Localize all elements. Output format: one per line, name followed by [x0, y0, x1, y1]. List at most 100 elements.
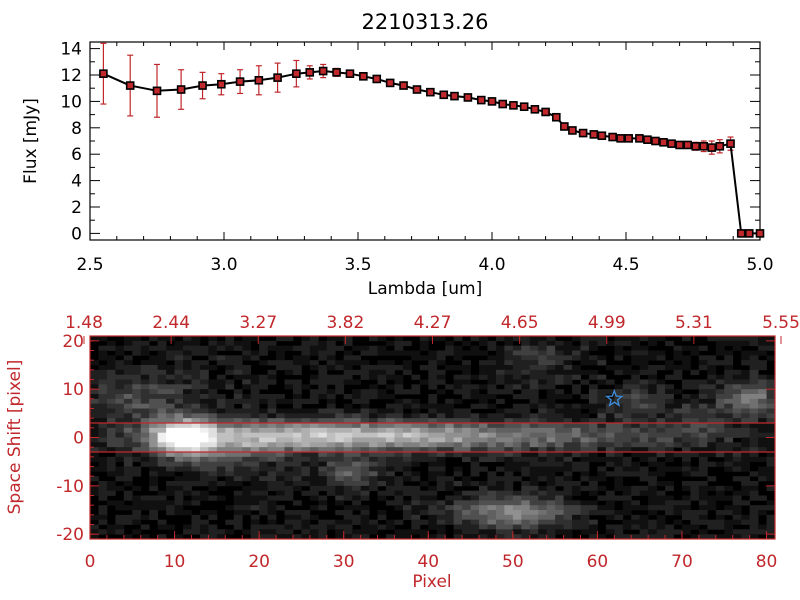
image-pixel: [572, 461, 581, 467]
image-pixel: [732, 500, 742, 506]
image-pixel: [233, 456, 243, 463]
image-pixel: [529, 350, 539, 356]
image-pixel: [656, 437, 666, 443]
image-pixel: [183, 374, 192, 380]
image-pixel: [580, 360, 590, 366]
image-pixel: [758, 374, 767, 380]
image-pixel: [648, 505, 658, 511]
image-pixel: [90, 384, 99, 390]
image-pixel: [766, 355, 776, 361]
image-pixel: [639, 389, 649, 395]
image-pixel: [318, 408, 328, 414]
image-pixel: [588, 534, 598, 540]
image-pixel: [242, 340, 252, 347]
image-pixel: [369, 384, 378, 390]
image-pixel: [106, 408, 116, 414]
image-pixel: [521, 340, 531, 347]
image-pixel: [259, 466, 268, 472]
image-pixel: [707, 432, 717, 438]
image-pixel: [563, 394, 573, 400]
image-pixel: [369, 461, 378, 467]
image-pixel: [149, 427, 159, 434]
image-pixel: [538, 524, 548, 530]
image-pixel: [588, 500, 598, 506]
image-pixel: [335, 534, 345, 540]
image-pixel: [690, 408, 700, 414]
image-pixel: [732, 447, 742, 453]
image-pixel: [487, 437, 497, 443]
image-pixel: [470, 510, 480, 516]
image-pixel: [259, 427, 268, 434]
image-pixel: [411, 403, 421, 409]
image-pixel: [462, 350, 471, 356]
image-pixel: [157, 340, 167, 347]
image-pixel: [233, 365, 243, 371]
image-pixel: [605, 365, 615, 371]
image-pixel: [98, 456, 108, 463]
image-pixel: [123, 360, 133, 366]
image-pixel: [555, 389, 564, 395]
image-pixel: [665, 481, 674, 487]
image-pixel: [673, 529, 683, 535]
image-pixel: [597, 360, 607, 366]
image-pixel: [622, 394, 632, 400]
image-pixel: [715, 394, 725, 400]
image-pixel: [292, 398, 302, 405]
image-pixel: [394, 413, 404, 419]
image-pixel: [428, 355, 438, 361]
image-pixel: [546, 374, 556, 380]
image-pixel: [385, 340, 395, 347]
image-pixel: [563, 365, 573, 371]
image-pixel: [749, 510, 759, 516]
image-pixel: [149, 379, 159, 385]
image-pixel: [470, 437, 480, 443]
image-pixel: [681, 514, 691, 521]
image-pixel: [157, 360, 167, 366]
image-pixel: [529, 418, 539, 424]
data-point: [359, 72, 368, 81]
image-pixel: [360, 413, 370, 419]
image-pixel: [639, 485, 649, 492]
image-pixel: [140, 350, 150, 356]
image-pixel: [183, 365, 192, 371]
image-pixel: [766, 505, 776, 511]
image-pixel: [216, 461, 226, 467]
image-pixel: [495, 423, 505, 429]
image-pixel: [495, 456, 505, 463]
image-pixel: [521, 360, 531, 366]
image-pixel: [681, 447, 691, 453]
image-pixel: [292, 485, 302, 492]
image-pixel: [673, 466, 683, 472]
image-pixel: [191, 394, 201, 400]
image-pixel: [588, 423, 598, 429]
image-pixel: [326, 336, 336, 342]
image-pixel: [402, 500, 412, 506]
image-pixel: [318, 447, 328, 453]
image-pixel: [580, 466, 590, 472]
image-pixel: [250, 534, 260, 540]
image-pixel: [259, 418, 268, 424]
image-pixel: [123, 413, 133, 419]
image-pixel: [749, 481, 759, 487]
image-pixel: [588, 355, 598, 361]
image-pixel: [377, 413, 387, 419]
image-pixel: [191, 490, 201, 496]
image-pixel: [352, 379, 362, 385]
image-pixel: [259, 452, 268, 458]
image-pixel: [512, 384, 522, 390]
image-pixel: [149, 403, 159, 409]
image-pixel: [250, 466, 260, 472]
image-pixel: [360, 524, 370, 530]
image-pixel: [445, 408, 455, 414]
image-pixel: [445, 447, 455, 453]
image-pixel: [436, 369, 446, 376]
image-pixel: [394, 408, 404, 414]
image-pixel: [766, 529, 776, 535]
image-pixel: [479, 514, 488, 521]
image-pixel: [301, 447, 311, 453]
image-pixel: [140, 456, 150, 463]
image-pixel: [267, 379, 277, 385]
image-pixel: [538, 514, 548, 521]
image-pixel: [233, 408, 243, 414]
image-pixel: [267, 442, 277, 448]
